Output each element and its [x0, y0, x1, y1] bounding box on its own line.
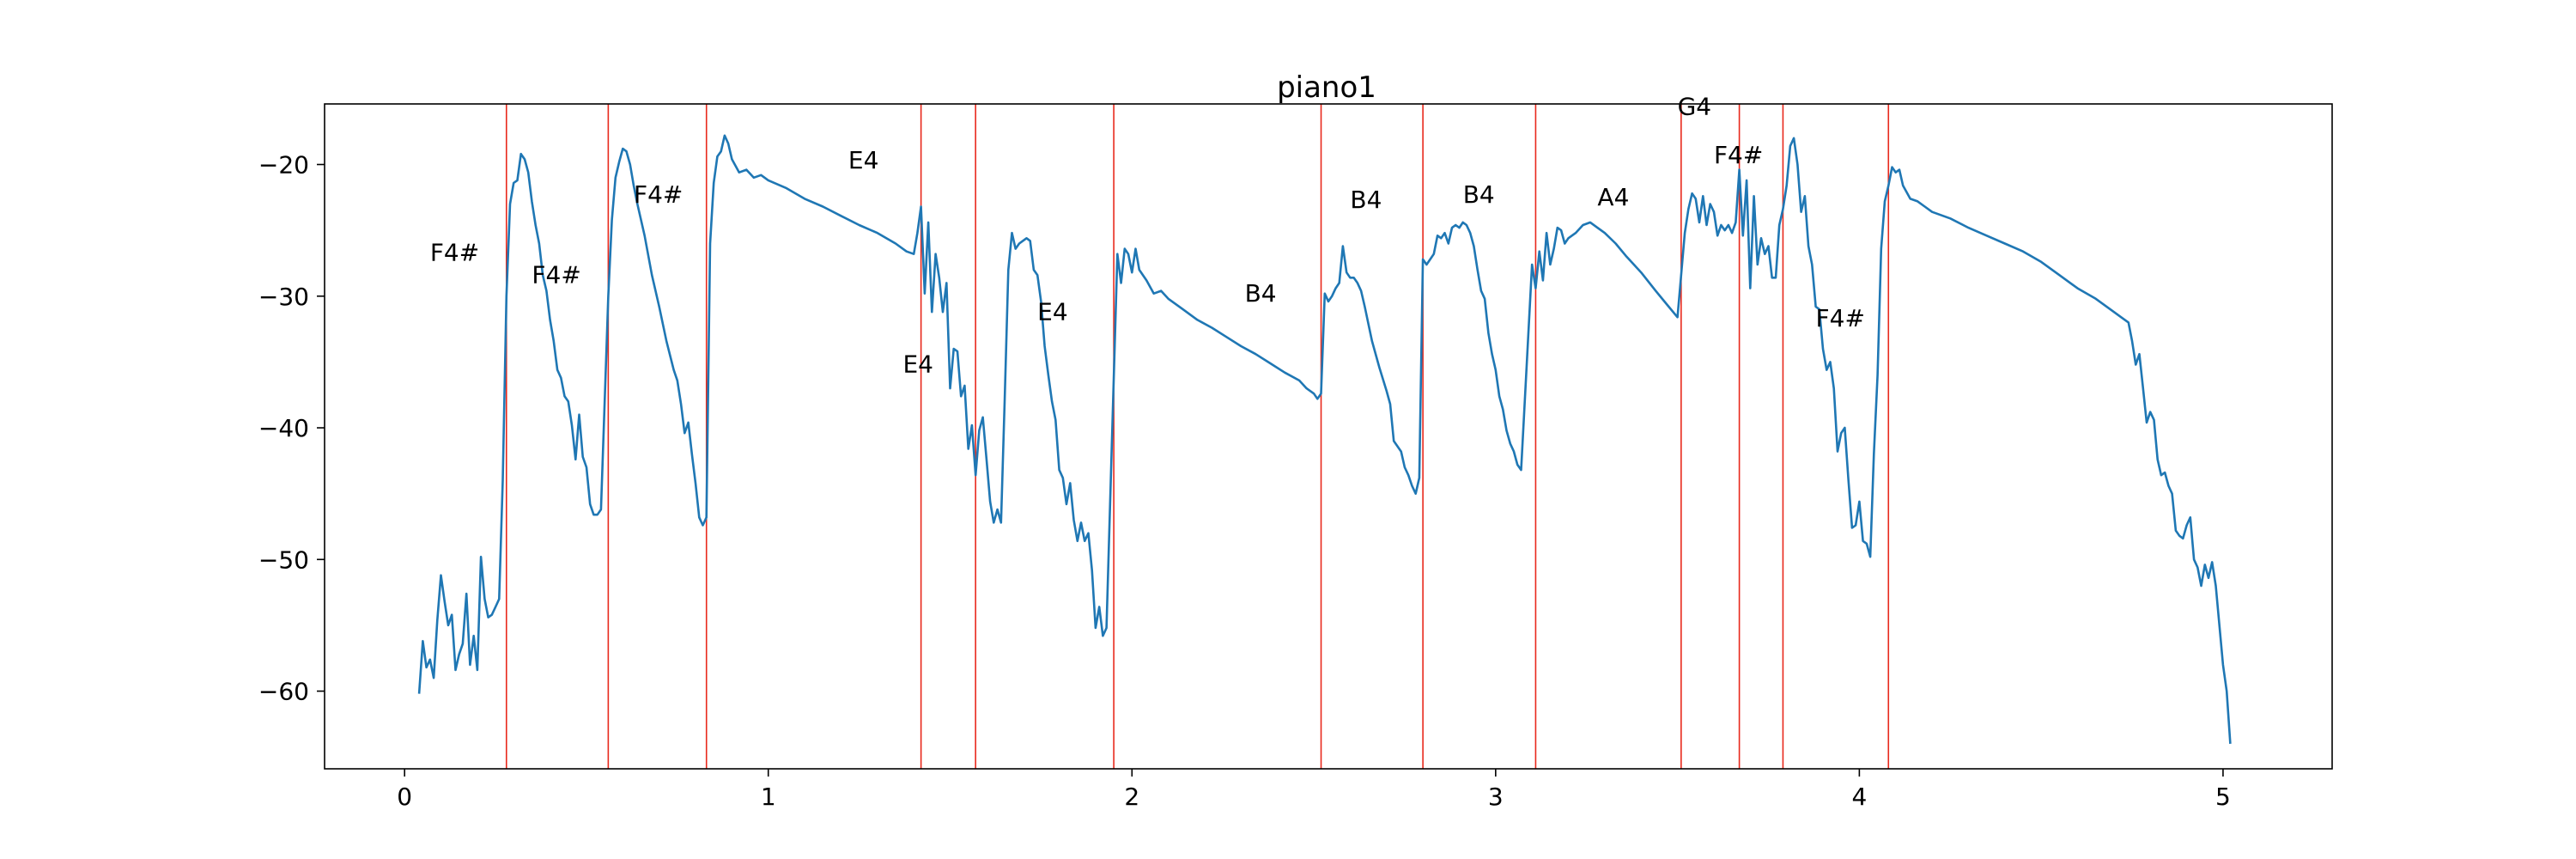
- note-label-9: B4: [1463, 180, 1495, 209]
- y-tick-label-0: −20: [258, 151, 309, 180]
- chart-title: piano1: [1277, 70, 1376, 105]
- axes: 0 1 2 3 4 5 −20 −30 −40 −50 −60: [258, 103, 2333, 811]
- note-label-12: F4#: [1714, 141, 1763, 169]
- y-tick-label-2: −40: [258, 414, 309, 442]
- note-label-13: F4#: [1816, 304, 1865, 332]
- note-label-4: E4: [848, 146, 879, 174]
- note-label-2: F4#: [532, 260, 580, 289]
- note-label-3: F4#: [634, 180, 683, 209]
- series-layer: [417, 134, 2232, 744]
- note-label-5: E4: [902, 350, 933, 379]
- x-tick-label-0: 0: [397, 783, 412, 811]
- y-tick-label-1: −30: [258, 283, 309, 311]
- note-label-11: G4: [1678, 92, 1712, 120]
- series-line-1: [417, 134, 2232, 744]
- note-label-8: B4: [1350, 186, 1382, 214]
- y-tick-label-3: −50: [258, 545, 309, 574]
- note-label-1: F4#: [430, 238, 479, 266]
- note-label-7: B4: [1245, 279, 1277, 308]
- note-label-10: A4: [1597, 183, 1629, 211]
- onset-lines: [505, 104, 1890, 769]
- y-tick-label-4: −60: [258, 678, 309, 706]
- plot-frame: [324, 103, 2333, 770]
- x-tick-label-1: 1: [761, 783, 776, 811]
- x-tick-label-5: 5: [2215, 783, 2231, 811]
- x-tick-label-3: 3: [1488, 783, 1504, 811]
- x-tick-label-4: 4: [1851, 783, 1867, 811]
- note-label-6: E4: [1037, 297, 1068, 326]
- x-tick-label-2: 2: [1124, 783, 1139, 811]
